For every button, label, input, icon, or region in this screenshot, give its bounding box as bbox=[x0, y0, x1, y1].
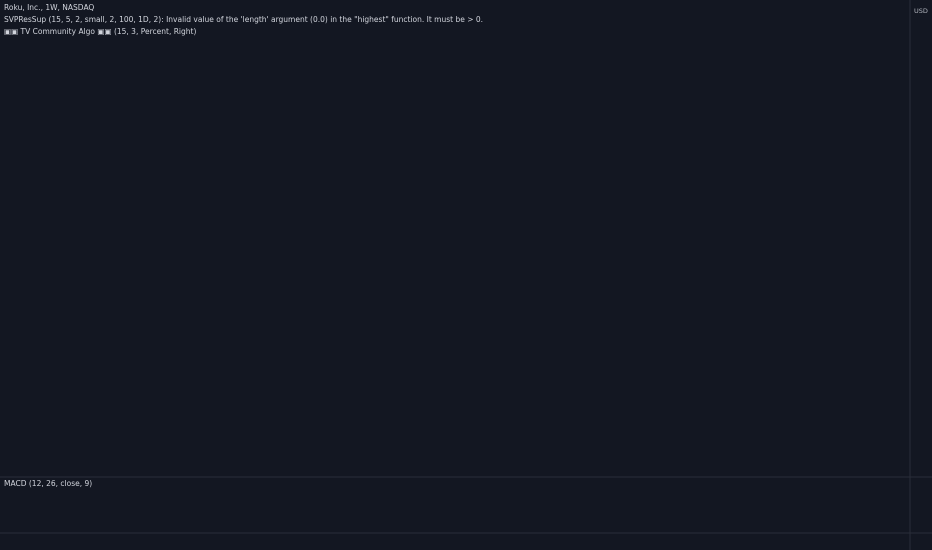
currency: USD bbox=[914, 7, 928, 15]
symbol: Roku, Inc., 1W, NASDAQ bbox=[4, 3, 94, 12]
macd-title: MACD (12, 26, close, 9) bbox=[4, 479, 92, 488]
indicator-error: SVPResSup (15, 5, 2, small, 2, 100, 1D, … bbox=[4, 15, 483, 24]
indicator-algo: ▣▣ TV Community Algo ▣▣ (15, 3, Percent,… bbox=[4, 27, 196, 36]
